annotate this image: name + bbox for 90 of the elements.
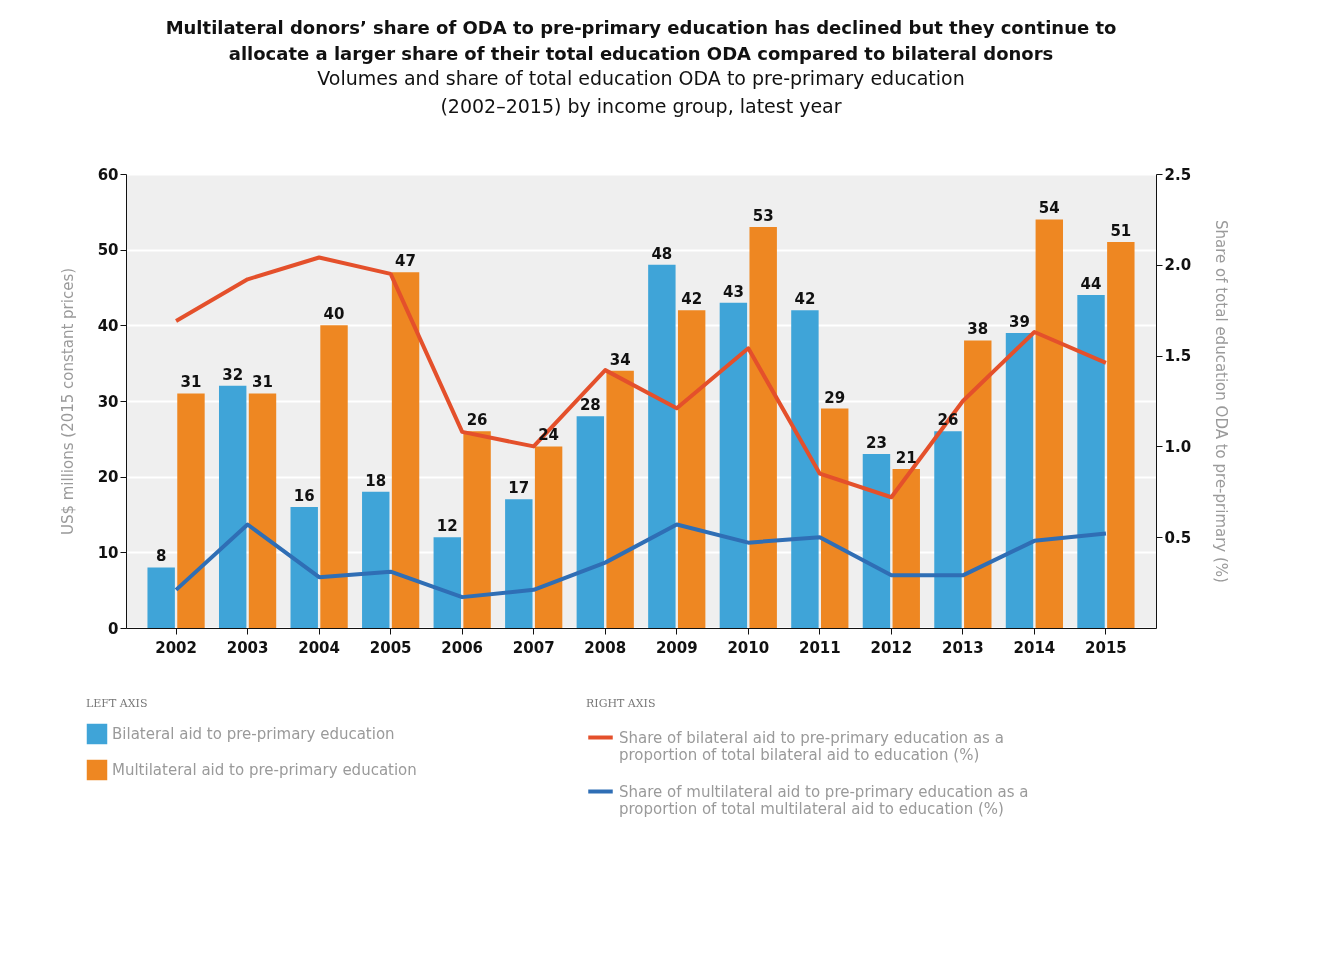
y-tick-label: 20 — [97, 468, 119, 487]
bar — [534, 446, 563, 628]
data-label: 48 — [651, 244, 673, 263]
bar — [964, 340, 992, 628]
bar — [576, 416, 605, 628]
data-label: 38 — [967, 320, 989, 339]
bar — [892, 469, 920, 628]
data-label: 53 — [752, 206, 774, 225]
x-tick-label: 2011 — [798, 638, 841, 657]
bar — [934, 431, 962, 628]
data-label: 44 — [1080, 275, 1102, 294]
y-axis-title: US$ millions (2015 constant prices) — [58, 267, 77, 536]
bar — [749, 226, 777, 628]
bar — [290, 506, 318, 628]
data-label: 8 — [155, 547, 167, 566]
data-label: 40 — [323, 305, 345, 324]
bar — [648, 264, 676, 628]
data-label: 43 — [722, 282, 744, 301]
x-tick-label: 2009 — [655, 638, 698, 657]
x-tick-label: 2013 — [942, 638, 984, 657]
y-tick-label: 0 — [108, 619, 119, 638]
x-tick-label: 2010 — [727, 638, 770, 657]
bar — [606, 370, 634, 628]
legend-label: Share of multilateral aid to pre-primary education as a proportion of total multilateral aid to education (%) — [619, 782, 1029, 818]
bar — [147, 567, 175, 628]
bar — [862, 453, 891, 628]
bar — [821, 408, 849, 628]
data-label: 26 — [466, 411, 488, 430]
text: LEFT AXIS — [86, 697, 148, 710]
legend-label: Multilateral aid to pre-primary education — [112, 761, 417, 779]
bar — [320, 325, 348, 628]
x-tick-label: 2005 — [369, 638, 412, 657]
bar — [677, 310, 706, 628]
bar — [1107, 242, 1135, 628]
data-label: 34 — [609, 350, 631, 369]
x-tick-label: 2002 — [155, 638, 197, 657]
data-label: 21 — [895, 449, 917, 468]
data-label: 31 — [252, 373, 273, 392]
data-label: 51 — [1110, 222, 1132, 241]
bar — [248, 393, 277, 628]
y2-axis-title: Share of total education ODA to pre-primary (%) — [1212, 220, 1231, 583]
chart-subtitle: Volumes and share of total education ODA to pre-primary education (2002–2015) by income group, latest year — [317, 67, 965, 117]
data-label: 28 — [579, 396, 601, 415]
y2-tick-label: 0.5 — [1164, 528, 1192, 547]
x-tick-label: 2015 — [1085, 638, 1127, 657]
y2-tick-label: 1.0 — [1164, 437, 1192, 456]
data-label: 29 — [824, 388, 846, 407]
y2-tick-label: 1.5 — [1164, 347, 1192, 366]
bar — [391, 272, 420, 628]
y2-tick-label: 2.0 — [1164, 256, 1192, 275]
y-tick-label: 10 — [97, 543, 119, 562]
x-tick-label: 2006 — [441, 638, 484, 657]
y2-tick-label: 2.5 — [1164, 165, 1192, 184]
bar — [1035, 219, 1064, 628]
data-label: 39 — [1009, 312, 1030, 331]
x-tick-label: 2008 — [584, 638, 627, 657]
data-label: 47 — [395, 252, 416, 271]
data-label: 23 — [866, 433, 887, 452]
y-tick-label: 30 — [97, 392, 119, 411]
x-tick-label: 2004 — [298, 638, 340, 657]
bar — [1005, 332, 1034, 628]
bar — [791, 310, 819, 628]
data-label: 16 — [293, 486, 315, 505]
bar — [505, 499, 533, 628]
data-label: 42 — [794, 290, 816, 309]
y-tick-label: 50 — [97, 241, 119, 260]
legend-label: Bilateral aid to pre-primary education — [112, 725, 395, 743]
bar — [463, 431, 491, 628]
x-tick-label: 2003 — [226, 638, 269, 657]
bar — [177, 393, 205, 628]
data-label: 42 — [681, 290, 703, 309]
chart-title: Multilateral donors’ share of ODA to pre-primary education has declined but they continue to allocate a larger share of their total education ODA compared to bilateral donors — [165, 17, 1117, 64]
bar — [218, 385, 247, 628]
bar — [362, 491, 390, 628]
x-tick-label: 2012 — [870, 638, 913, 657]
x-tick-label: 2007 — [512, 638, 555, 657]
data-label: 18 — [365, 471, 387, 490]
x-tick-label: 2014 — [1013, 638, 1056, 657]
bar — [1077, 295, 1105, 628]
data-label: 32 — [222, 365, 244, 384]
data-label: 54 — [1038, 199, 1060, 218]
data-label: 31 — [180, 373, 202, 392]
legend-label: Share of bilateral aid to pre-primary education as a proportion of total bilateral aid to education (%) — [619, 728, 1004, 764]
data-label: 17 — [508, 479, 530, 498]
y-tick-label: 40 — [97, 316, 119, 335]
bar — [433, 537, 461, 628]
bar — [719, 302, 748, 628]
data-label: 12 — [436, 517, 458, 536]
y-tick-label: 60 — [97, 165, 119, 184]
text: RIGHT AXIS — [586, 697, 656, 710]
